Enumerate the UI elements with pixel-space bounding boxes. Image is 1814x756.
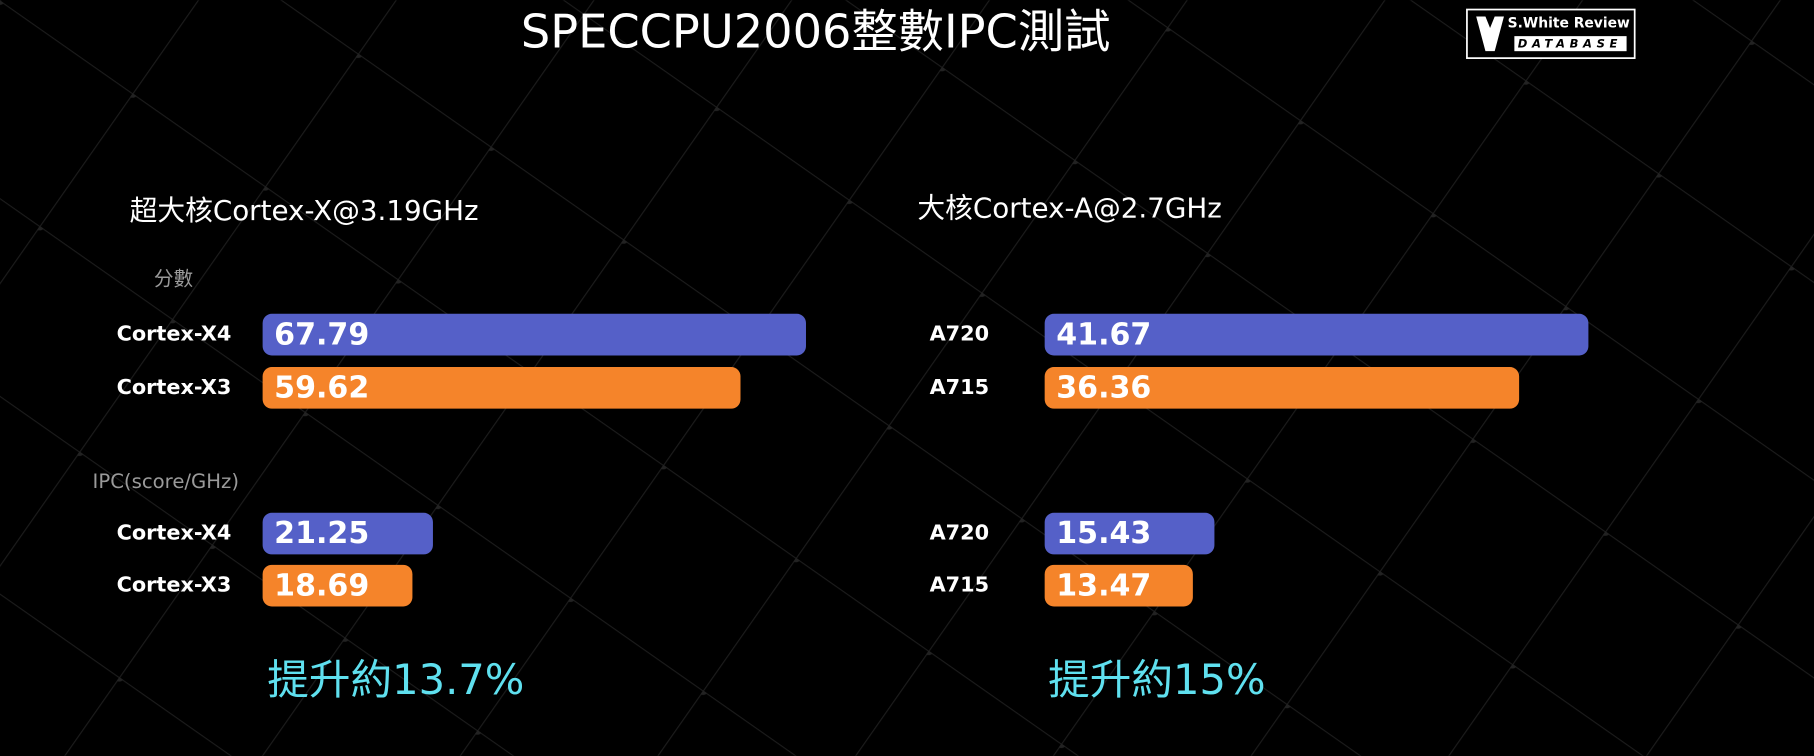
page-title: SPECCPU2006整數IPC測試 — [521, 4, 1111, 58]
value-label: 15.43 — [1056, 516, 1151, 551]
value-label: 41.67 — [1056, 317, 1151, 352]
bar — [262, 367, 741, 409]
group-label: IPC(score/GHz) — [93, 470, 239, 493]
value-label: 21.25 — [274, 516, 369, 551]
bar — [1044, 313, 1589, 356]
annotation: 提升約13.7% — [267, 655, 524, 704]
category-label: A715 — [930, 375, 990, 399]
logo-name: S.White Review — [1508, 15, 1630, 31]
category-label: Cortex-X3 — [117, 573, 232, 597]
bar — [262, 313, 806, 356]
category-label: A720 — [930, 521, 990, 545]
value-label: 59.62 — [274, 370, 369, 405]
category-label: Cortex-X3 — [117, 375, 232, 399]
value-label: 36.36 — [1056, 370, 1151, 405]
bar — [262, 564, 413, 607]
logo-icon — [1476, 16, 1504, 52]
category-label: Cortex-X4 — [117, 322, 232, 346]
bar — [262, 512, 433, 555]
value-label: 67.79 — [274, 317, 369, 352]
logo: S.White Review DATABASE — [1466, 8, 1636, 59]
panel-title: 大核Cortex-A@2.7GHz — [917, 192, 1221, 225]
value-label: 18.69 — [274, 568, 369, 603]
panel-title: 超大核Cortex-X@3.19GHz — [130, 194, 479, 227]
category-label: Cortex-X4 — [117, 521, 232, 545]
bar — [1044, 564, 1193, 607]
bar — [1044, 367, 1520, 409]
logo-strip — [1514, 36, 1627, 52]
category-label: A720 — [930, 322, 990, 346]
value-label: 13.47 — [1056, 568, 1151, 603]
annotation: 提升約15% — [1048, 655, 1265, 704]
category-label: A715 — [930, 573, 990, 597]
group-label: 分數 — [154, 268, 193, 291]
logo-sub: DATABASE — [1518, 37, 1622, 51]
bar — [1044, 512, 1215, 555]
